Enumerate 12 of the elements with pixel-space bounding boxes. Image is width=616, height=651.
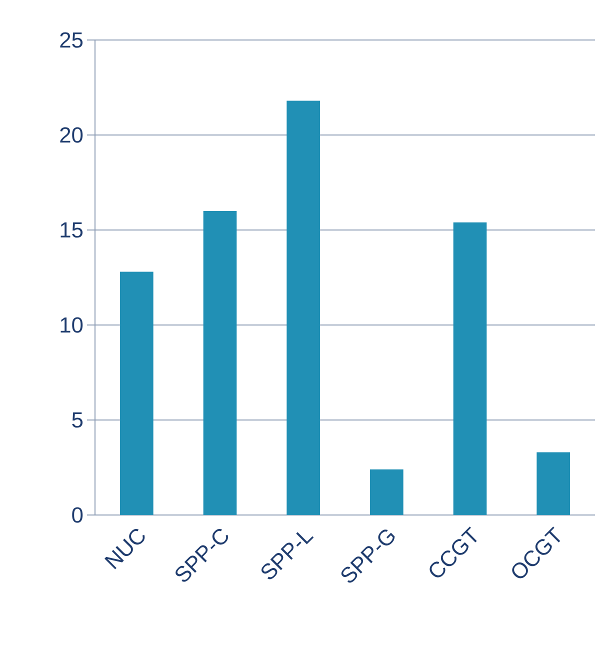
y-tick-label: 10 <box>60 317 83 333</box>
y-tick-label: 15 <box>60 222 83 238</box>
bar <box>536 452 570 515</box>
bar <box>120 272 154 515</box>
bar <box>453 222 487 515</box>
y-tick-label: 0 <box>72 507 83 523</box>
y-tick-label: 5 <box>72 412 83 428</box>
bar <box>370 469 404 515</box>
bar <box>203 210 237 515</box>
y-tick-label: 25 <box>60 32 83 48</box>
bar <box>286 100 320 515</box>
y-tick-label: 20 <box>60 127 83 143</box>
